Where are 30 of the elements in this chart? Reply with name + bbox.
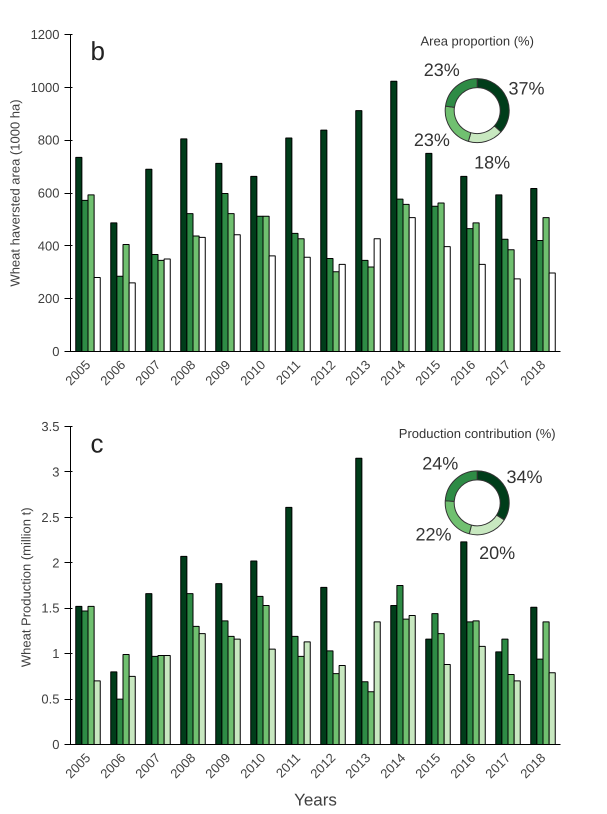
data-label: 20% (479, 543, 516, 564)
y-tick-label: 2 (52, 555, 60, 570)
data-label: 37% (508, 78, 545, 99)
y-tick-label: 0.5 (41, 692, 60, 707)
y-tick-label: 0 (52, 737, 60, 752)
chart-title: c (90, 428, 104, 458)
y-axis-title: Wheat Production (million t) (18, 507, 34, 668)
y-tick-label: 200 (38, 291, 60, 306)
data-label: 24% (422, 453, 458, 474)
y-tick-label: 3 (52, 464, 60, 480)
y-tick-label: 600 (38, 186, 60, 200)
data-label: 22% (416, 524, 452, 545)
y-tick-label: 2.5 (41, 510, 60, 525)
data-label: 23% (424, 60, 460, 80)
y-tick-label: 0 (52, 344, 60, 359)
chart-title: b (90, 36, 105, 66)
x-axis-title: Years (294, 790, 337, 810)
y-tick-label: 800 (38, 132, 60, 148)
y-tick-label: 3.5 (41, 419, 60, 434)
y-tick-label: 1 (52, 646, 60, 662)
data-label: 18% (474, 152, 510, 172)
data-label: 34% (506, 466, 543, 487)
y-tick-label: 1000 (30, 80, 60, 95)
chart-title: Production contribution (%) (398, 426, 556, 441)
y-tick-label: 1.5 (41, 600, 60, 616)
chart-title: Area proportion (%) (420, 34, 534, 49)
y-axis-title: Wheat haversted area (1000 ha) (8, 99, 23, 287)
data-label: 23% (414, 130, 450, 150)
y-tick-label: 1200 (30, 27, 60, 42)
y-tick-label: 400 (38, 238, 60, 254)
